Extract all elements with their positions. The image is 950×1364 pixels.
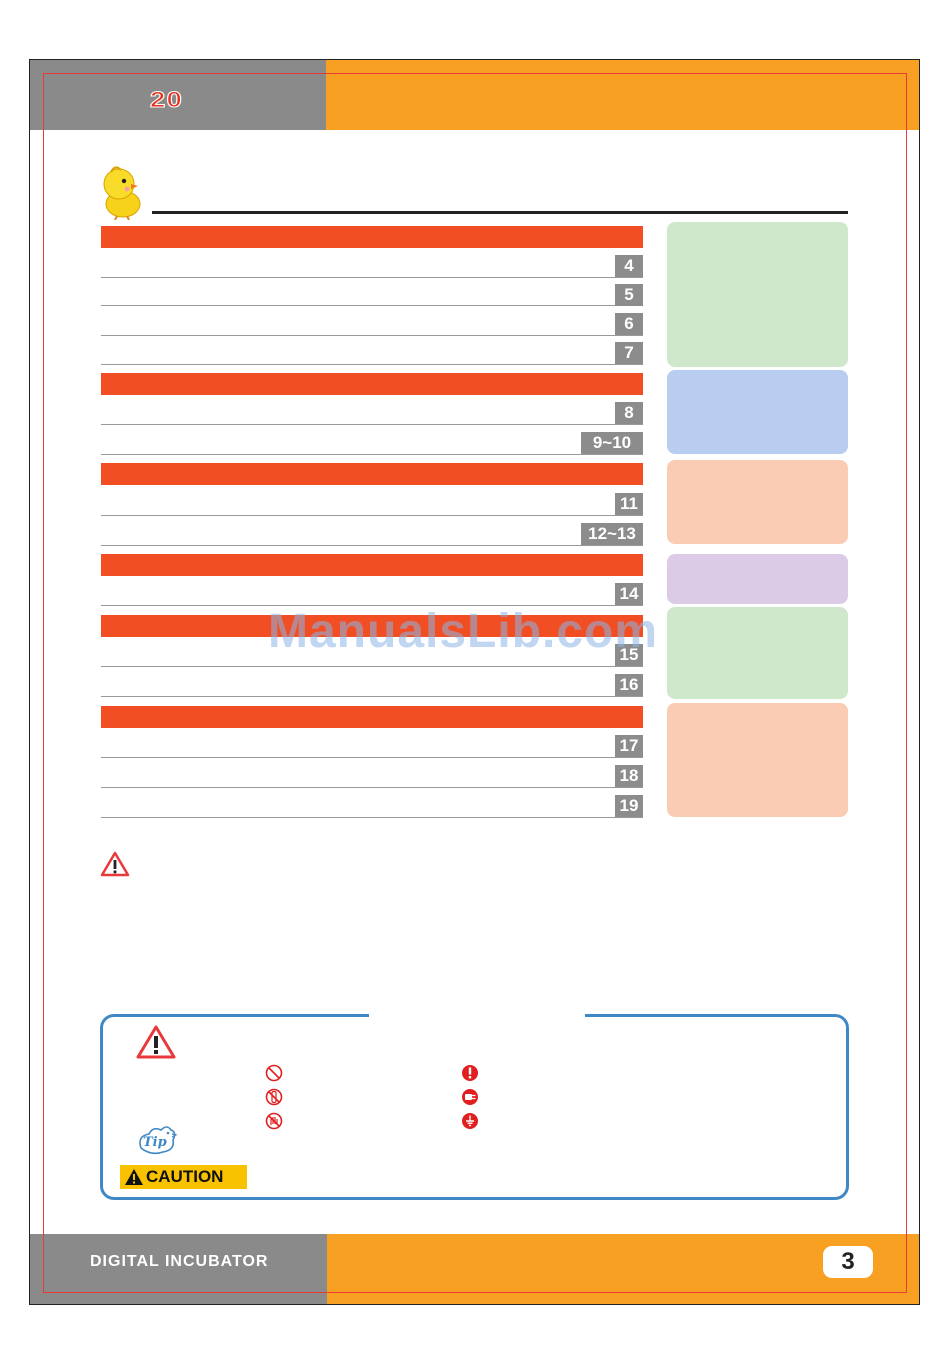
watermark: ManualsLib.com [268, 605, 659, 658]
tip-chick-icon: Tip [135, 1122, 179, 1158]
warning-triangle-icon [100, 851, 130, 877]
page-number: 3 [823, 1246, 873, 1278]
side-tab-3[interactable] [667, 460, 848, 544]
toc-row-divider [101, 454, 643, 455]
prohibited-icon [265, 1064, 283, 1082]
toc-page-number[interactable]: 7 [615, 342, 643, 364]
toc-section-header [101, 463, 643, 485]
side-tab-1[interactable] [667, 222, 848, 367]
caution-badge: CAUTION [120, 1165, 247, 1189]
toc-section-header [101, 554, 643, 576]
toc-page-number[interactable]: 5 [615, 284, 643, 306]
toc-row-divider [101, 817, 643, 818]
header-logo: 20 [149, 87, 184, 112]
toc-row-divider [101, 757, 643, 758]
tip-label: Tip [143, 1135, 167, 1150]
toc-page-number[interactable]: 12~13 [581, 523, 643, 545]
caution-label: CAUTION [146, 1167, 224, 1186]
toc-row-divider [101, 545, 643, 546]
header-left-band [30, 60, 326, 130]
toc-row-divider [101, 277, 643, 278]
toc-row-divider [101, 335, 643, 336]
toc-page-number[interactable]: 14 [615, 583, 643, 605]
toc-page-number[interactable]: 9~10 [581, 432, 643, 454]
side-tab-4[interactable] [667, 554, 848, 604]
toc-row-divider [101, 696, 643, 697]
toc-page-number[interactable]: 19 [615, 795, 643, 817]
toc-row-divider [101, 424, 643, 425]
toc-page-number[interactable]: 17 [615, 735, 643, 757]
toc-page-number[interactable]: 15 [615, 644, 643, 666]
toc-row-divider [101, 787, 643, 788]
toc-page-number[interactable]: 8 [615, 402, 643, 424]
toc-row-divider [101, 666, 643, 667]
warning-triangle-icon [136, 1025, 176, 1059]
ground-icon [462, 1113, 478, 1129]
side-tab-6[interactable] [667, 703, 848, 817]
caution-triangle-icon [125, 1169, 143, 1185]
toc-title-rule [152, 211, 848, 214]
toc-section-header [101, 706, 643, 728]
toc-row-divider [101, 515, 643, 516]
toc-page-number[interactable]: 16 [615, 674, 643, 696]
toc-section-header [101, 615, 643, 637]
unplug-icon [462, 1089, 478, 1105]
toc-row-divider [101, 305, 643, 306]
header-right-band [326, 60, 919, 130]
toc-page-number[interactable]: 4 [615, 255, 643, 277]
legend-title-gap [369, 1010, 585, 1020]
toc-section-header [101, 226, 643, 248]
toc-page-number[interactable]: 11 [615, 493, 643, 515]
toc-page-number[interactable]: 6 [615, 313, 643, 335]
footer-product-name: DIGITAL INCUBATOR [90, 1253, 269, 1270]
toc-page-number[interactable]: 18 [615, 765, 643, 787]
do-not-touch-icon [265, 1112, 283, 1130]
do-not-disassemble-icon [265, 1088, 283, 1106]
mandatory-icon [462, 1065, 478, 1081]
side-tab-2[interactable] [667, 370, 848, 454]
toc-section-header [101, 373, 643, 395]
toc-row-divider [101, 364, 643, 365]
toc-row-divider [101, 605, 643, 606]
side-tab-5[interactable] [667, 607, 848, 699]
chick-mascot-icon [103, 166, 141, 220]
page-frame [29, 59, 920, 1305]
